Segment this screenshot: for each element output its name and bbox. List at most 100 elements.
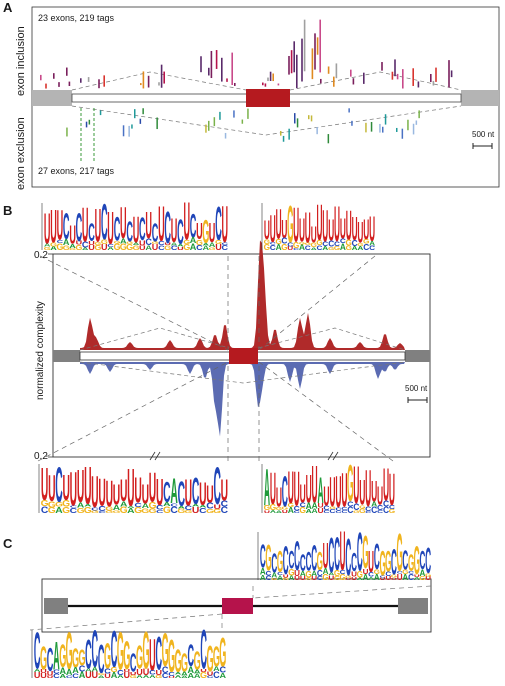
- logo-letter: G: [345, 244, 352, 252]
- logo-letter: C: [329, 508, 335, 515]
- logo-letter: C: [57, 239, 65, 245]
- logo-letter: U: [76, 240, 83, 246]
- logo-letter: U: [425, 576, 431, 581]
- logo-letter: A: [120, 500, 128, 508]
- logo-letter: A: [340, 241, 347, 252]
- logo-letter: C: [328, 240, 334, 249]
- logo-letter: U: [213, 503, 220, 510]
- splice-arc: [71, 105, 462, 136]
- logo-letter: C: [98, 637, 105, 683]
- inclusion-tag: [394, 59, 396, 77]
- splice-arc-b: [79, 361, 406, 384]
- logo-letter: U: [317, 201, 323, 251]
- logo-letter: A: [352, 246, 358, 251]
- logo-letter: U: [206, 482, 213, 509]
- sequence-logo-graphic: CUA GUU CUU ACC GAA GCA GCA GAC CUA CUA CAG GUC CAG G…: [31, 628, 226, 683]
- logo-letter: C: [47, 642, 54, 679]
- exclusion-tag: [247, 108, 249, 119]
- logo-letter: A: [107, 247, 114, 251]
- logo-letter: C: [408, 572, 414, 582]
- logo-letter: U: [287, 246, 293, 251]
- inclusion-tag: [160, 64, 163, 88]
- logo-letter: C: [163, 475, 170, 508]
- logo-letter: C: [221, 506, 228, 516]
- logo-letter: C: [300, 501, 307, 509]
- logo-letter: U: [171, 212, 178, 250]
- logo-letter: G: [215, 239, 222, 246]
- logo-letter: A: [213, 665, 220, 672]
- logo-letter: A: [371, 500, 378, 508]
- logo-letter: G: [91, 510, 99, 514]
- logo-letter: C: [287, 242, 293, 247]
- logo-letter: A: [277, 574, 284, 582]
- upstream-exon-c: [44, 598, 68, 614]
- logo-letter: U: [50, 201, 57, 254]
- logo-letter: G: [62, 499, 70, 509]
- logo-letter: U: [377, 482, 383, 512]
- upstream-exon-b: [53, 350, 80, 362]
- logo-letter: A: [181, 676, 188, 679]
- logo-letter: C: [139, 212, 146, 249]
- logo-letter: G: [219, 631, 226, 677]
- inclusion-tag: [402, 69, 404, 89]
- logo-letter: C: [156, 628, 163, 681]
- logo-letter: U: [371, 474, 377, 508]
- logo-letter: C: [323, 510, 329, 514]
- logo-letter: C: [288, 546, 294, 574]
- logo-letter: U: [294, 576, 300, 582]
- exclusion-tag: [205, 124, 207, 133]
- logo-letter: G: [105, 510, 113, 514]
- exclusion-tag: [88, 119, 91, 125]
- exclusion-tag: [379, 123, 381, 133]
- logo-letter: A: [190, 242, 197, 252]
- logo-letter: C: [192, 470, 199, 512]
- logo-letter: G: [299, 506, 306, 515]
- logo-letter: A: [288, 574, 295, 582]
- inclusion-tag: [391, 71, 394, 80]
- exclusion-tag: [296, 118, 299, 128]
- logo-letter: C: [34, 628, 41, 680]
- logo-letter: U: [318, 502, 324, 510]
- logo-letter: C: [170, 502, 178, 507]
- logo-letter: G: [55, 501, 64, 508]
- logo-letter: G: [117, 628, 124, 682]
- logo-letter: G: [44, 245, 52, 251]
- logo-letter: C: [164, 201, 171, 252]
- inclusion-tag: [226, 78, 228, 82]
- downstream-exon: [461, 90, 499, 106]
- logo-letter: C: [294, 510, 300, 514]
- exclusion-tag: [219, 111, 221, 120]
- logo-letter: A: [188, 665, 195, 675]
- logo-letter: C: [353, 502, 360, 513]
- exon-inclusion-axis-label: exon inclusion: [15, 26, 27, 96]
- logo-letter: G: [148, 501, 156, 511]
- logo-letter: U: [196, 218, 203, 244]
- logo-connector-c: [252, 585, 432, 599]
- exclusion-tag: [316, 127, 318, 135]
- logo-letter: U: [293, 201, 299, 253]
- logo-letter: A: [127, 505, 135, 508]
- exclusion-tag: [208, 120, 210, 131]
- logo-letter: C: [340, 237, 347, 245]
- logo-letter: G: [177, 507, 185, 515]
- logo-letter: U: [334, 201, 340, 252]
- exclusion-tag: [156, 117, 158, 130]
- logo-letter: A: [177, 244, 184, 247]
- logo-letter: U: [299, 213, 305, 250]
- logo-letter: U: [221, 472, 228, 507]
- logo-letter: G: [357, 243, 363, 248]
- logo-letter: A: [322, 246, 328, 252]
- inclusion-tag: [272, 73, 274, 82]
- splice-arc-b: [257, 327, 406, 351]
- logo-letter: U: [104, 673, 111, 680]
- logo-letter: C: [213, 670, 220, 680]
- logo-letter: C: [347, 500, 353, 509]
- logo-letter: U: [380, 577, 387, 581]
- logo-letter: G: [265, 537, 271, 578]
- logo-letter: A: [276, 510, 282, 514]
- logo-letter: G: [305, 242, 311, 246]
- logo-letter: C: [170, 506, 177, 516]
- logo-letter: A: [299, 243, 305, 252]
- logo-letter: U: [168, 676, 175, 679]
- logo-letter: C: [352, 238, 358, 248]
